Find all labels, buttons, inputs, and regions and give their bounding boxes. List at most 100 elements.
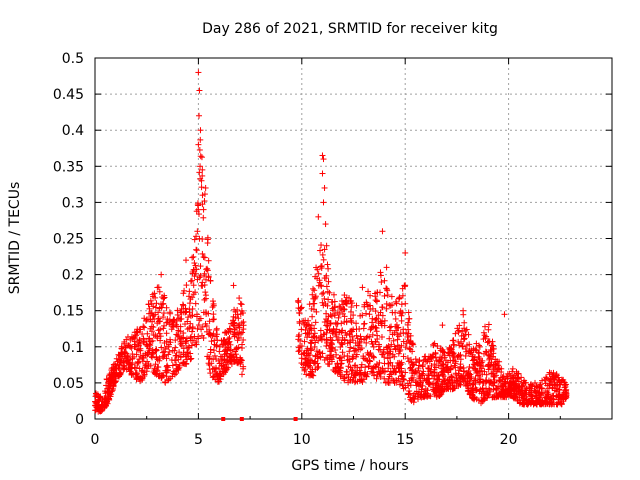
data-point <box>399 292 406 299</box>
data-point <box>491 379 498 386</box>
data-point <box>139 367 146 374</box>
data-point <box>408 359 415 366</box>
data-point <box>395 375 402 382</box>
data-point <box>223 329 230 336</box>
data-point <box>162 379 169 386</box>
data-point <box>176 349 183 356</box>
data-point <box>134 346 141 353</box>
data-point <box>407 382 414 389</box>
data-point <box>236 295 243 302</box>
data-point <box>482 378 489 385</box>
data-point <box>438 381 445 388</box>
data-point <box>405 319 412 326</box>
data-point <box>380 346 387 353</box>
data-point <box>366 351 373 358</box>
data-point <box>323 354 330 361</box>
data-point <box>127 336 134 343</box>
data-point <box>514 374 521 381</box>
data-point <box>505 386 512 393</box>
data-point <box>510 394 517 401</box>
data-point <box>176 362 183 369</box>
data-point <box>213 325 220 332</box>
data-point <box>369 319 376 326</box>
data-point <box>209 374 216 381</box>
data-point <box>323 310 330 317</box>
data-point <box>366 357 373 364</box>
data-point <box>402 300 409 307</box>
data-point <box>480 336 487 343</box>
data-point <box>154 335 161 342</box>
data-point <box>179 301 186 308</box>
data-point <box>404 333 411 340</box>
data-point <box>106 389 113 396</box>
data-point <box>519 382 526 389</box>
data-point <box>424 365 431 372</box>
data-point <box>477 386 484 393</box>
data-point <box>311 333 318 340</box>
data-point <box>120 366 127 373</box>
data-point <box>149 318 156 325</box>
data-point <box>460 307 467 314</box>
data-point <box>198 184 205 191</box>
data-point <box>385 365 392 372</box>
data-point <box>158 271 165 278</box>
x-tick-label: 10 <box>293 432 311 448</box>
data-point <box>353 320 360 327</box>
data-point <box>395 324 402 331</box>
y-tick-label: 0.45 <box>53 87 84 103</box>
data-point <box>135 342 142 349</box>
data-point <box>382 379 389 386</box>
data-point <box>233 345 240 352</box>
data-point <box>207 277 214 284</box>
data-point <box>379 312 386 319</box>
data-point <box>213 372 220 379</box>
data-point <box>169 370 176 377</box>
data-point <box>226 325 233 332</box>
data-point <box>309 313 316 320</box>
data-point <box>563 392 570 399</box>
data-point <box>462 327 469 334</box>
data-point <box>321 331 328 338</box>
data-point <box>192 262 199 269</box>
data-point <box>473 359 480 366</box>
data-point <box>374 332 381 339</box>
data-point <box>497 374 504 381</box>
data-point <box>504 370 511 377</box>
data-point <box>398 372 405 379</box>
data-point <box>311 287 318 294</box>
data-point <box>351 379 358 386</box>
data-point <box>151 367 158 374</box>
data-point <box>426 380 433 387</box>
data-point <box>323 242 330 249</box>
data-point <box>186 324 193 331</box>
data-point <box>473 387 480 394</box>
data-point <box>424 356 431 363</box>
data-point <box>388 341 395 348</box>
data-point <box>469 357 476 364</box>
data-point <box>218 337 225 344</box>
data-point <box>330 307 337 314</box>
data-point <box>210 373 217 380</box>
data-point <box>133 370 140 377</box>
data-point <box>457 376 464 383</box>
data-point <box>411 390 418 397</box>
data-point <box>141 315 148 322</box>
data-point <box>304 329 311 336</box>
data-point <box>194 325 201 332</box>
data-point <box>228 360 235 367</box>
data-point <box>166 348 173 355</box>
data-point <box>527 381 534 388</box>
data-point <box>421 394 428 401</box>
data-point <box>140 335 147 342</box>
data-point <box>368 368 375 375</box>
data-point <box>383 264 390 271</box>
data-point <box>180 351 187 358</box>
data-point <box>201 198 208 205</box>
data-point <box>493 362 500 369</box>
data-point <box>394 324 401 331</box>
data-point <box>415 365 422 372</box>
data-point <box>141 324 148 331</box>
data-point <box>221 347 228 354</box>
data-point <box>180 290 187 297</box>
